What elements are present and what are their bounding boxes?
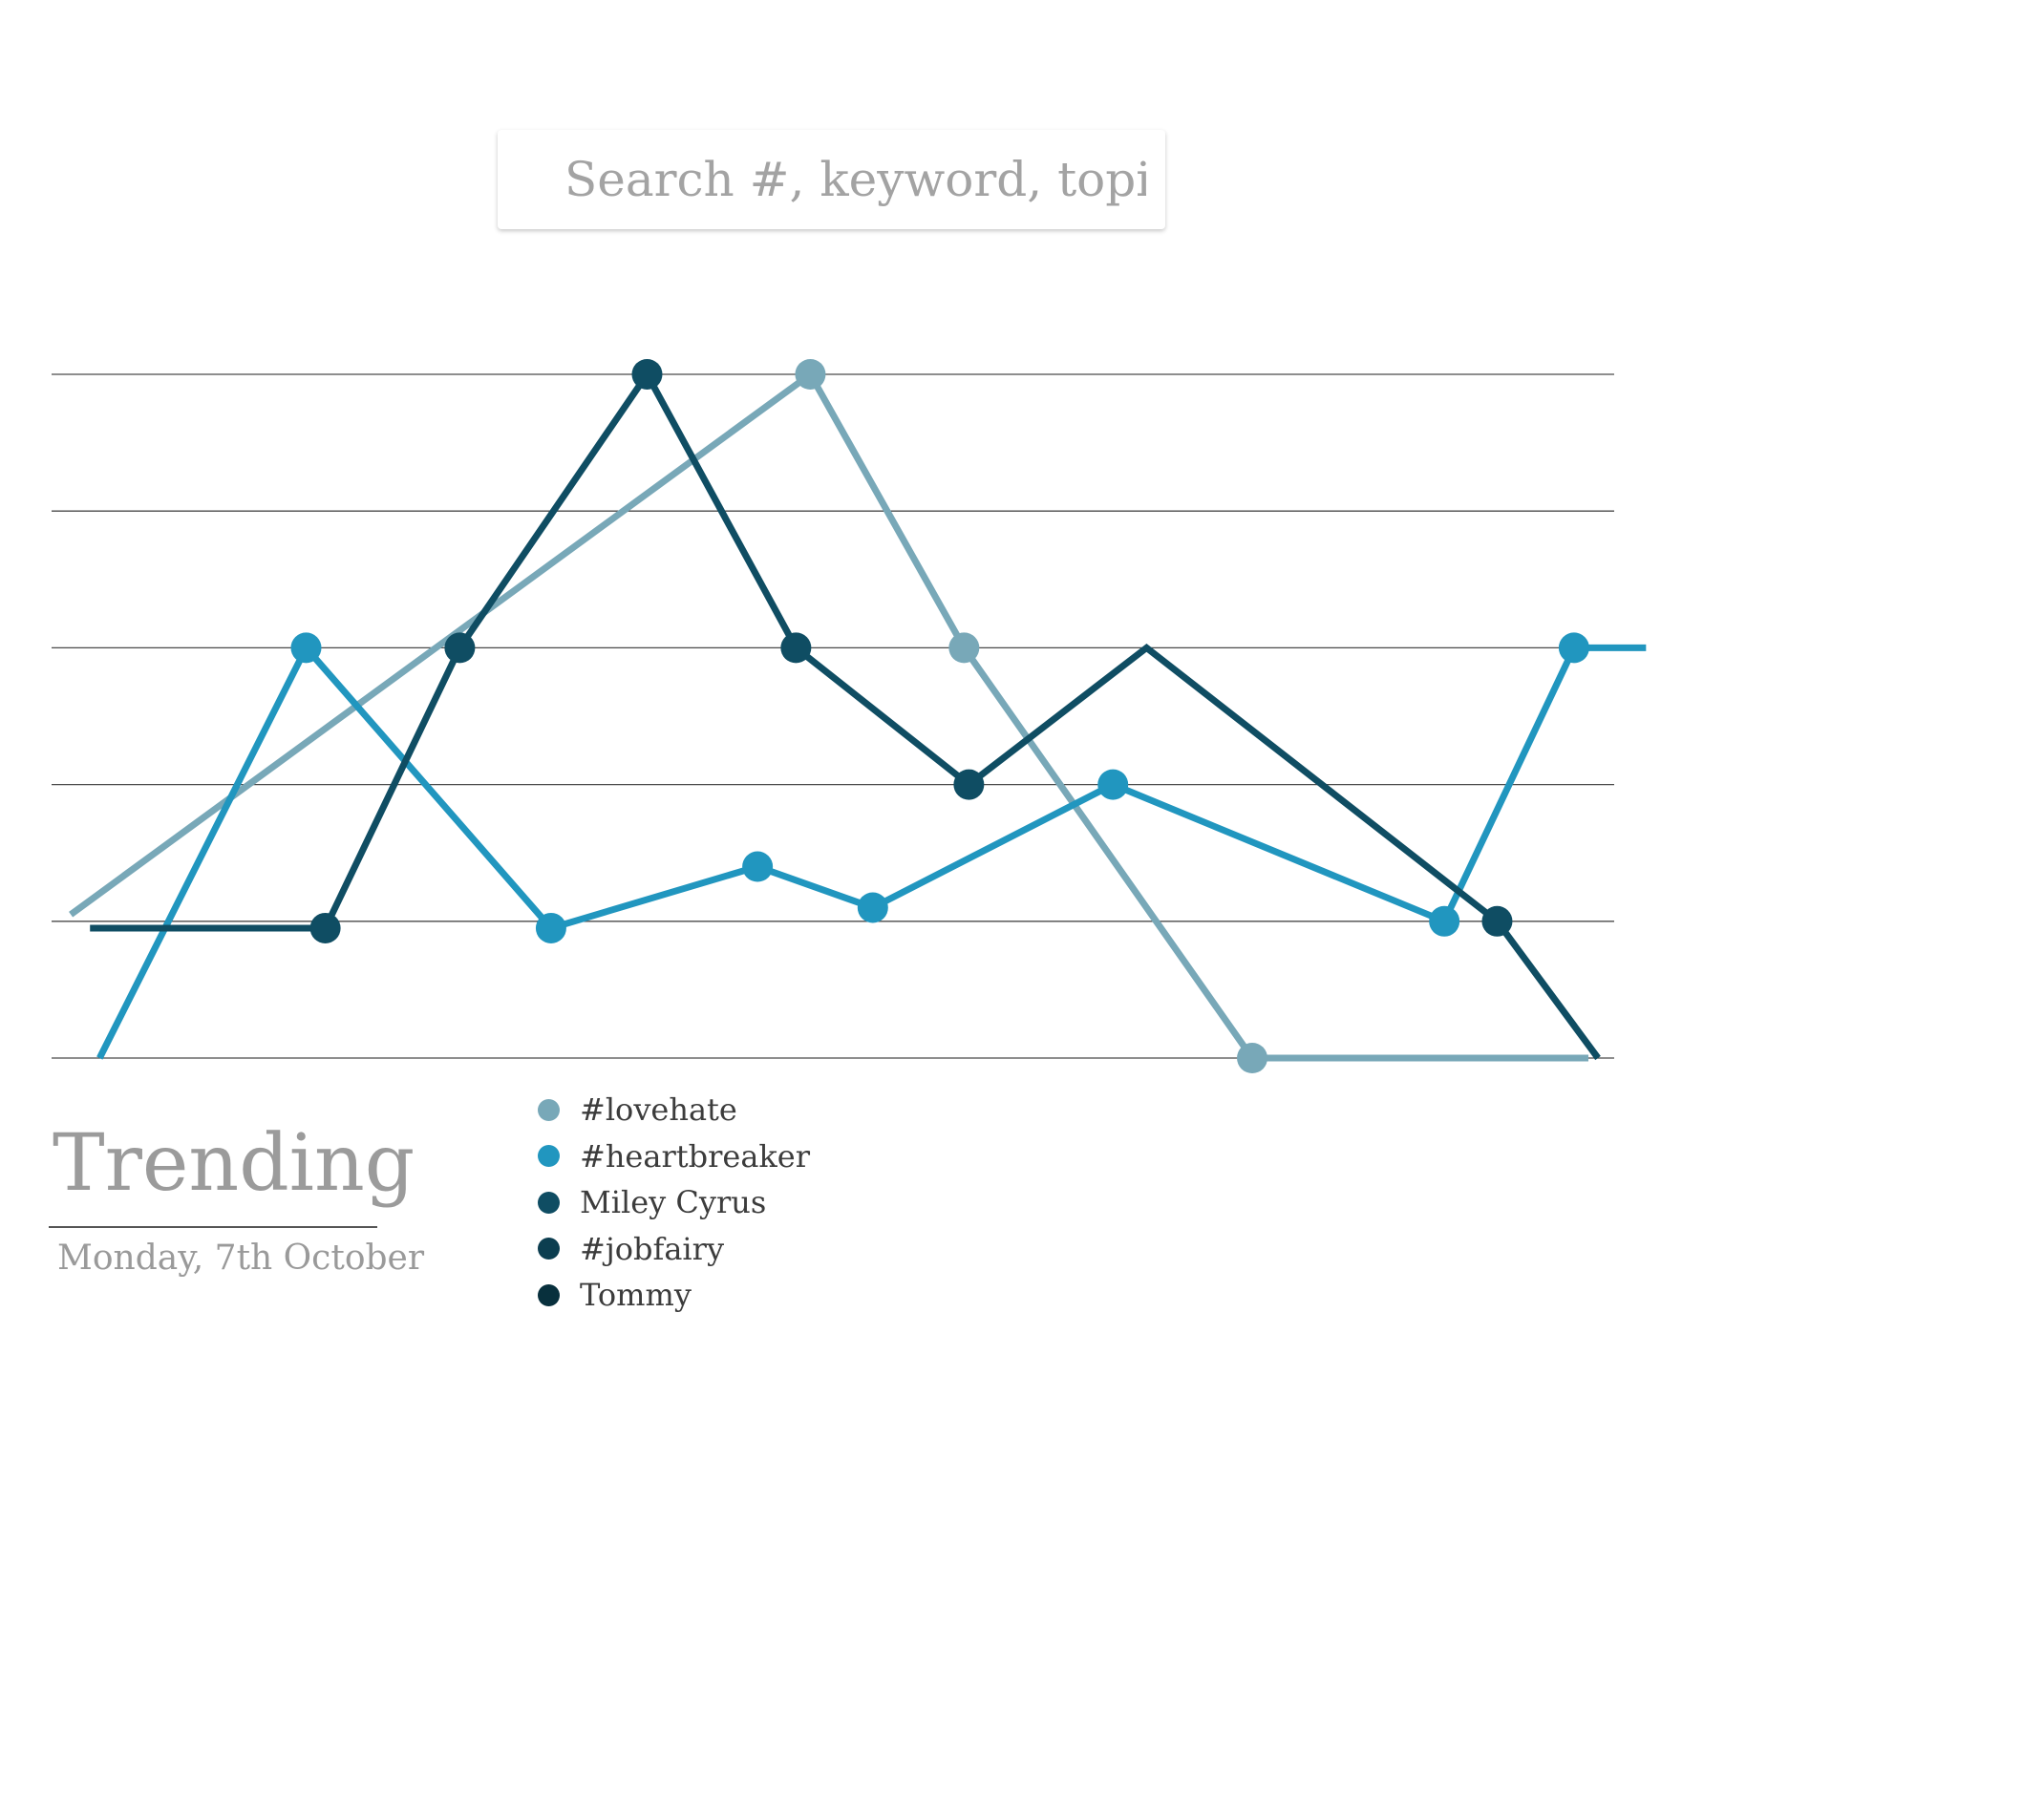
series-0	[69, 359, 1588, 1073]
search-input[interactable]	[564, 130, 1146, 229]
data-point	[742, 851, 774, 882]
data-point	[795, 359, 826, 390]
data-point	[1558, 632, 1589, 664]
data-point	[1481, 905, 1513, 937]
legend-swatch	[538, 1098, 560, 1121]
legend-label: Tommy	[580, 1277, 692, 1314]
legend-item: #lovehate	[538, 1087, 810, 1133]
legend-label: Miley Cyrus	[580, 1184, 767, 1221]
chart-gridlines	[52, 373, 1614, 1059]
series-1	[96, 632, 1647, 1060]
legend-item: #jobfairy	[538, 1226, 810, 1273]
data-point	[309, 912, 341, 943]
search-box[interactable]	[498, 130, 1165, 229]
series-2	[90, 359, 1601, 1061]
chart-series	[69, 359, 1647, 1073]
legend-label: #heartbreaker	[580, 1137, 811, 1175]
legend-swatch	[538, 1191, 560, 1214]
data-point	[535, 912, 566, 943]
legend-item: Tommy	[538, 1272, 810, 1319]
data-point	[953, 769, 985, 800]
data-point	[1097, 769, 1129, 800]
title-underline	[49, 1226, 377, 1228]
legend-item: #heartbreaker	[538, 1133, 810, 1180]
data-point	[290, 632, 322, 664]
legend-item: Miley Cyrus	[538, 1179, 810, 1226]
data-point	[857, 892, 888, 923]
data-point	[948, 632, 980, 664]
legend-label: #jobfairy	[580, 1230, 725, 1267]
data-point	[444, 632, 476, 664]
data-point	[631, 359, 663, 390]
data-point	[1429, 905, 1460, 937]
chart-legend: #lovehate #heartbreaker Miley Cyrus #jobfai…	[538, 1087, 810, 1319]
data-point	[780, 632, 812, 664]
chart-title: Trending	[53, 1118, 415, 1209]
legend-label: #lovehate	[580, 1091, 737, 1129]
series-line-2	[90, 368, 1601, 1061]
legend-swatch	[538, 1145, 560, 1168]
data-point	[1237, 1043, 1268, 1073]
legend-swatch	[538, 1238, 560, 1260]
chart-date: Monday, 7th October	[57, 1239, 425, 1278]
legend-swatch	[538, 1283, 560, 1306]
series-line-0	[69, 369, 1588, 1062]
